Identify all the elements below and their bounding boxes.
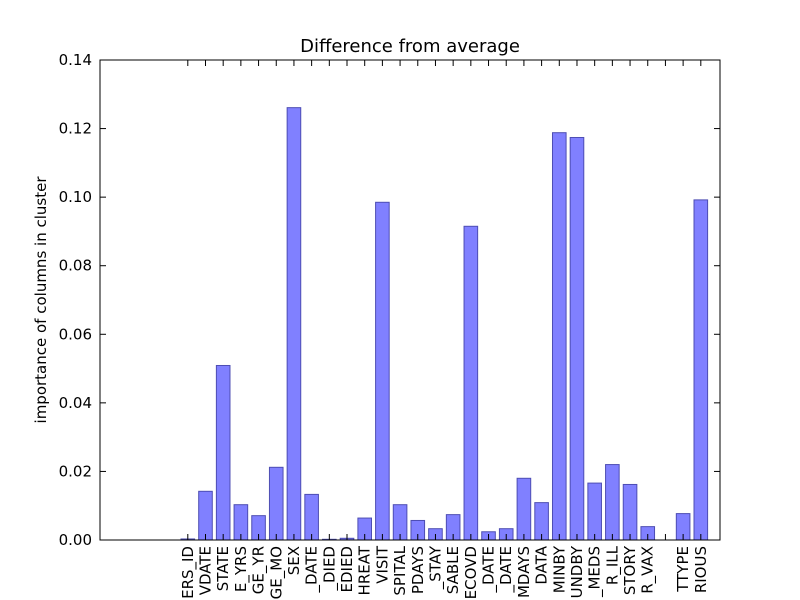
x-tick-label: TTYPE [674,546,692,593]
x-tick-label: _MEDS [586,546,605,598]
x-tick-label: SEX [285,546,303,575]
x-tick-label: VISIT [373,545,391,584]
bar-history [622,483,638,541]
bar-cur-ill [605,464,620,541]
bar-sex [286,107,302,541]
bar-cage-mo [268,466,284,541]
y-tick-label: 0.14 [59,51,92,69]
bar-rpt-date [304,493,319,541]
bar-recovd [463,225,479,541]
y-tick-label: 0.02 [59,462,92,480]
x-tick-label: R_VAX [639,546,658,594]
bar-v-fundby [569,136,585,541]
x-tick-label: _DATE [480,546,499,594]
bar-er-visit [375,201,390,541]
bar-numdays [516,477,532,541]
x-tick-label: UNDBY [568,545,586,598]
bar-other-meds [587,482,602,541]
x-tick-label: DATA [533,545,551,584]
y-tick-label: 0.10 [59,188,92,206]
x-tick-label: STATE [214,546,232,591]
y-tick-label: 0.00 [59,531,92,549]
x-tick-label: SABLE [444,546,462,594]
x-tick-label: _STAY [426,545,445,590]
bar-series [180,107,709,541]
bar-serious [693,199,709,541]
x-tick-label: VDATE [196,546,214,595]
x-tick-label: SPITAL [391,545,409,595]
chart-title: Difference from average [300,36,520,57]
x-tick-label: R_ILL [603,545,622,585]
y-axis-ticks: 0.00 0.02 0.04 0.06 0.08 0.10 0.12 0.14 [59,51,720,549]
y-axis-label: importance of columns in cluster [32,176,50,424]
y-tick-label: 0.06 [59,325,92,343]
x-tick-label: PDAYS [409,546,427,594]
bar-v-adminby [551,132,567,541]
x-tick-label: GE_MO [267,546,286,599]
x-tick-label: _DIED [320,546,339,592]
bar-recvdate [198,490,213,541]
x-tick-label: _DATE [497,546,516,594]
x-tick-label: EDIED [338,546,356,592]
x-tick-label: ECOVD [462,546,480,599]
x-tick-label: GE_YR [250,546,269,594]
x-tick-label: MDAYS [515,546,533,598]
y-tick-label: 0.08 [59,257,92,275]
x-tick-label: E_YRS [232,546,251,592]
x-tick-label: _DATE [303,546,322,594]
x-tick-label: STORY [621,545,639,595]
x-tick-label: MINBY [550,545,568,593]
x-axis-tick-labels: ERS_ID VDATE STATE E_YRS GE_YR GE_MO SEX _DATE _… [179,60,710,599]
bar-state [215,364,231,541]
x-tick-label: HREAT [356,545,374,595]
x-tick-label: ERS_ID [179,546,198,599]
x-tick-label: RIOUS [692,546,710,593]
plot-frame [99,59,721,541]
y-tick-label: 0.04 [59,394,92,412]
y-tick-label: 0.12 [59,120,92,138]
